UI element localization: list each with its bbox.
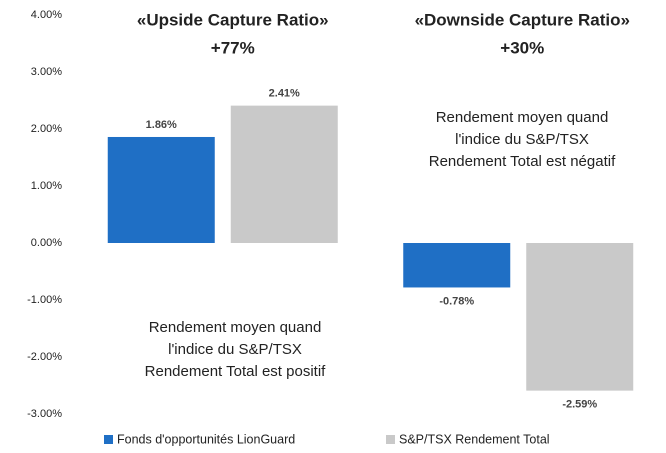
data-label: -2.59% <box>562 399 597 411</box>
y-tick-label: 1.00% <box>31 180 62 192</box>
note: Rendement Total est négatif <box>429 153 616 170</box>
note: l'indice du S&P/TSX <box>455 131 589 148</box>
y-tick-label: 2.00% <box>31 123 62 135</box>
y-tick-label: 0.00% <box>31 237 62 249</box>
note: Rendement moyen quand <box>149 319 322 336</box>
legend-label: S&P/TSX Rendement Total <box>399 432 550 446</box>
y-tick-label: -1.00% <box>27 294 62 306</box>
group-title: «Upside Capture Ratio» <box>137 10 329 29</box>
y-tick-label: 4.00% <box>31 9 62 21</box>
group-title: +30% <box>500 38 544 57</box>
bar <box>526 243 634 391</box>
bar <box>107 136 215 243</box>
data-label: 2.41% <box>269 88 300 100</box>
bar <box>403 243 511 288</box>
note: Rendement Total est positif <box>145 363 326 380</box>
y-tick-label: -2.00% <box>27 351 62 363</box>
group-title: «Downside Capture Ratio» <box>415 10 630 29</box>
note: l'indice du S&P/TSX <box>168 341 302 358</box>
data-label: 1.86% <box>146 119 177 131</box>
legend-swatch <box>104 435 113 444</box>
bar <box>230 105 338 243</box>
legend-label: Fonds d'opportunités LionGuard <box>117 432 295 446</box>
legend-swatch <box>386 435 395 444</box>
group-title: +77% <box>211 38 255 57</box>
data-label: -0.78% <box>439 295 474 307</box>
y-tick-label: 3.00% <box>31 66 62 78</box>
y-tick-label: -3.00% <box>27 408 62 420</box>
note: Rendement moyen quand <box>436 109 609 126</box>
